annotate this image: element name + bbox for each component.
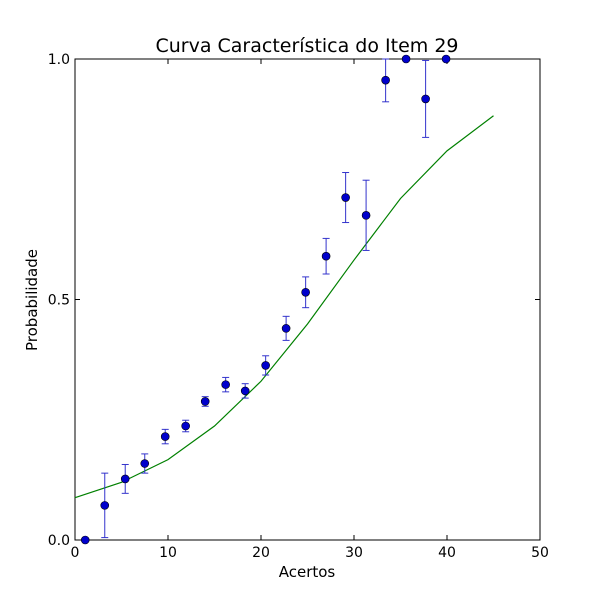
data-point — [181, 421, 190, 431]
data-point — [341, 193, 350, 202]
data-point — [160, 432, 170, 441]
data-point — [140, 459, 150, 468]
y-tick-label: 0.0 — [48, 533, 70, 549]
data-point — [321, 251, 331, 261]
data-point — [381, 75, 390, 85]
data-point — [120, 474, 130, 484]
data-point — [361, 211, 371, 220]
chart-title: Curva Característica do Item 29 — [155, 35, 458, 57]
data-point — [240, 386, 250, 396]
x-tick-label: 0 — [71, 545, 80, 561]
x-tick-label: 20 — [252, 545, 270, 561]
data-point — [401, 54, 411, 64]
y-axis-label: Probabilidade — [23, 249, 41, 351]
data-point — [441, 54, 451, 64]
data-point — [200, 397, 210, 406]
data-point — [301, 287, 310, 297]
x-tick-label: 10 — [159, 545, 177, 561]
y-tick-label: 1.0 — [48, 52, 70, 68]
plot-area: 0 10 20 30 40 50 0.0 0.5 1.0 — [48, 52, 549, 561]
data-point — [100, 501, 110, 510]
data-point — [281, 324, 291, 333]
y-tick-label: 0.5 — [48, 293, 70, 309]
x-tick-label: 30 — [345, 545, 363, 561]
data-point — [261, 361, 270, 370]
data-point — [421, 94, 430, 104]
x-axis-label: Acertos — [279, 563, 336, 581]
data-point — [221, 380, 230, 389]
x-tick-label: 40 — [438, 545, 456, 561]
x-tick-label: 50 — [531, 545, 549, 561]
data-point — [80, 535, 90, 545]
fitted-curve — [74, 115, 494, 499]
